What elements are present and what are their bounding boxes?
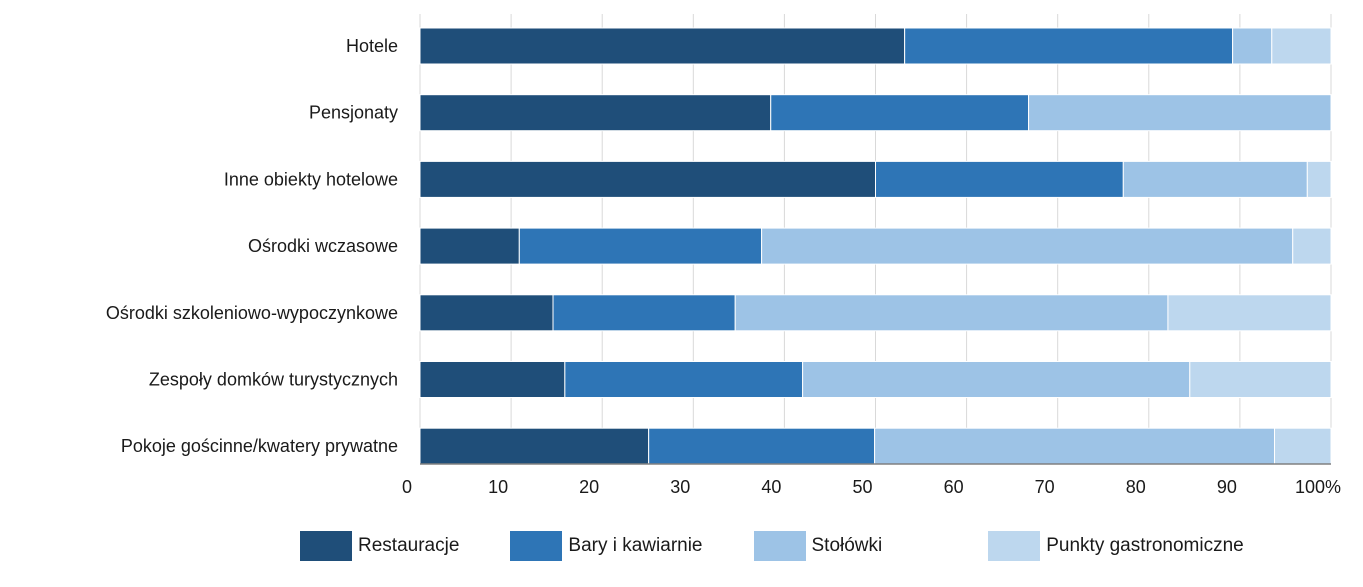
bar-osrodki-wczasowe-bary-i-kawiarnie bbox=[518, 227, 763, 265]
bar-hotele-punkty-gastronomiczne bbox=[1271, 27, 1332, 65]
bar-pokoje-goscinne-kwatery-prywatne-restauracje bbox=[419, 427, 650, 465]
bar-osrodki-wczasowe-punkty-gastronomiczne bbox=[1292, 227, 1332, 265]
bar-zespoly-domkow-turystycznych-restauracje bbox=[419, 361, 566, 398]
x-tick-label-10: 100% bbox=[1295, 477, 1341, 497]
bar-pensjonaty-stolowki bbox=[1028, 94, 1332, 132]
legend-swatch-punkty-gastronomiczne bbox=[988, 531, 1041, 561]
category-label-pensjonaty: Pensjonaty bbox=[309, 103, 398, 123]
x-tick-label-4: 40 bbox=[761, 477, 781, 497]
bars bbox=[419, 27, 1332, 465]
bar-osrodki-szkoleniowo-wypoczynkowe-bary-i-kawiarnie bbox=[552, 294, 736, 332]
x-tick-label-9: 90 bbox=[1217, 477, 1237, 497]
legend-item-bary-i-kawiarnie: Bary i kawiarnie bbox=[510, 531, 703, 561]
bar-osrodki-szkoleniowo-wypoczynkowe-stolowki bbox=[734, 294, 1169, 332]
legend-label-punkty-gastronomiczne: Punkty gastronomiczne bbox=[1046, 535, 1244, 556]
category-label-inne-obiekty-hotelowe: Inne obiekty hotelowe bbox=[224, 169, 398, 189]
bar-pokoje-goscinne-kwatery-prywatne-bary-i-kawiarnie bbox=[648, 427, 876, 465]
x-tick-label-1: 10 bbox=[488, 477, 508, 497]
legend-label-restauracje: Restauracje bbox=[358, 535, 460, 556]
bar-pensjonaty-restauracje bbox=[419, 94, 772, 132]
category-label-osrodki-wczasowe: Ośrodki wczasowe bbox=[248, 236, 398, 256]
bar-zespoly-domkow-turystycznych-bary-i-kawiarnie bbox=[564, 361, 804, 398]
legend-item-stolowki: Stołówki bbox=[753, 531, 883, 561]
bar-zespoly-domkow-turystycznych-stolowki bbox=[802, 361, 1191, 398]
x-tick-label-8: 80 bbox=[1126, 477, 1146, 497]
legend-label-stolowki: Stołówki bbox=[811, 535, 883, 556]
category-label-hotele: Hotele bbox=[346, 36, 398, 56]
bar-pensjonaty-bary-i-kawiarnie bbox=[770, 94, 1030, 132]
legend-swatch-restauracje bbox=[300, 531, 352, 561]
x-tick-label-0: 0 bbox=[402, 477, 412, 497]
bar-pokoje-goscinne-kwatery-prywatne-stolowki bbox=[874, 427, 1276, 465]
category-label-pokoje-goscinne-kwatery-prywatne: Pokoje gościnne/kwatery prywatne bbox=[121, 436, 398, 456]
category-label-osrodki-szkoleniowo-wypoczynkowe: Ośrodki szkoleniowo-wypoczynkowe bbox=[106, 303, 398, 323]
bar-inne-obiekty-hotelowe-bary-i-kawiarnie bbox=[875, 160, 1124, 198]
bar-pokoje-goscinne-kwatery-prywatne-punkty-gastronomiczne bbox=[1274, 427, 1332, 465]
bar-hotele-bary-i-kawiarnie bbox=[904, 27, 1234, 65]
x-tick-label-6: 60 bbox=[944, 477, 964, 497]
bar-hotele-restauracje bbox=[419, 27, 906, 65]
bar-osrodki-wczasowe-restauracje bbox=[419, 227, 520, 265]
legend-swatch-stolowki bbox=[753, 531, 806, 561]
x-tick-label-7: 70 bbox=[1035, 477, 1055, 497]
bar-inne-obiekty-hotelowe-restauracje bbox=[419, 160, 876, 198]
legend-label-bary-i-kawiarnie: Bary i kawiarnie bbox=[568, 535, 703, 556]
bar-osrodki-szkoleniowo-wypoczynkowe-restauracje bbox=[419, 294, 554, 332]
bar-zespoly-domkow-turystycznych-punkty-gastronomiczne bbox=[1189, 361, 1332, 398]
x-tick-labels: 0 10 20 30 40 50 60 70 80 90 100% bbox=[402, 477, 1341, 497]
x-tick-label-3: 30 bbox=[670, 477, 690, 497]
category-label-zespoly-domkow-turystycznych: Zespoły domków turystycznych bbox=[149, 370, 398, 390]
x-tick-label-2: 20 bbox=[579, 477, 599, 497]
legend: Restauracje Bary i kawiarnie Stołówki Pu… bbox=[300, 531, 1244, 561]
bar-osrodki-szkoleniowo-wypoczynkowe-punkty-gastronomiczne bbox=[1167, 294, 1332, 332]
legend-swatch-bary-i-kawiarnie bbox=[510, 531, 563, 561]
category-labels: Hotele Pensjonaty Inne obiekty hotelowe Ośr… bbox=[106, 36, 398, 456]
legend-item-restauracje: Restauracje bbox=[300, 531, 459, 561]
bar-inne-obiekty-hotelowe-punkty-gastronomiczne bbox=[1306, 160, 1332, 198]
bar-hotele-stolowki bbox=[1232, 27, 1273, 65]
bar-osrodki-wczasowe-stolowki bbox=[761, 227, 1294, 265]
x-tick-label-5: 50 bbox=[852, 477, 872, 497]
legend-item-punkty-gastronomiczne: Punkty gastronomiczne bbox=[988, 531, 1244, 561]
bar-inne-obiekty-hotelowe-stolowki bbox=[1122, 160, 1308, 198]
